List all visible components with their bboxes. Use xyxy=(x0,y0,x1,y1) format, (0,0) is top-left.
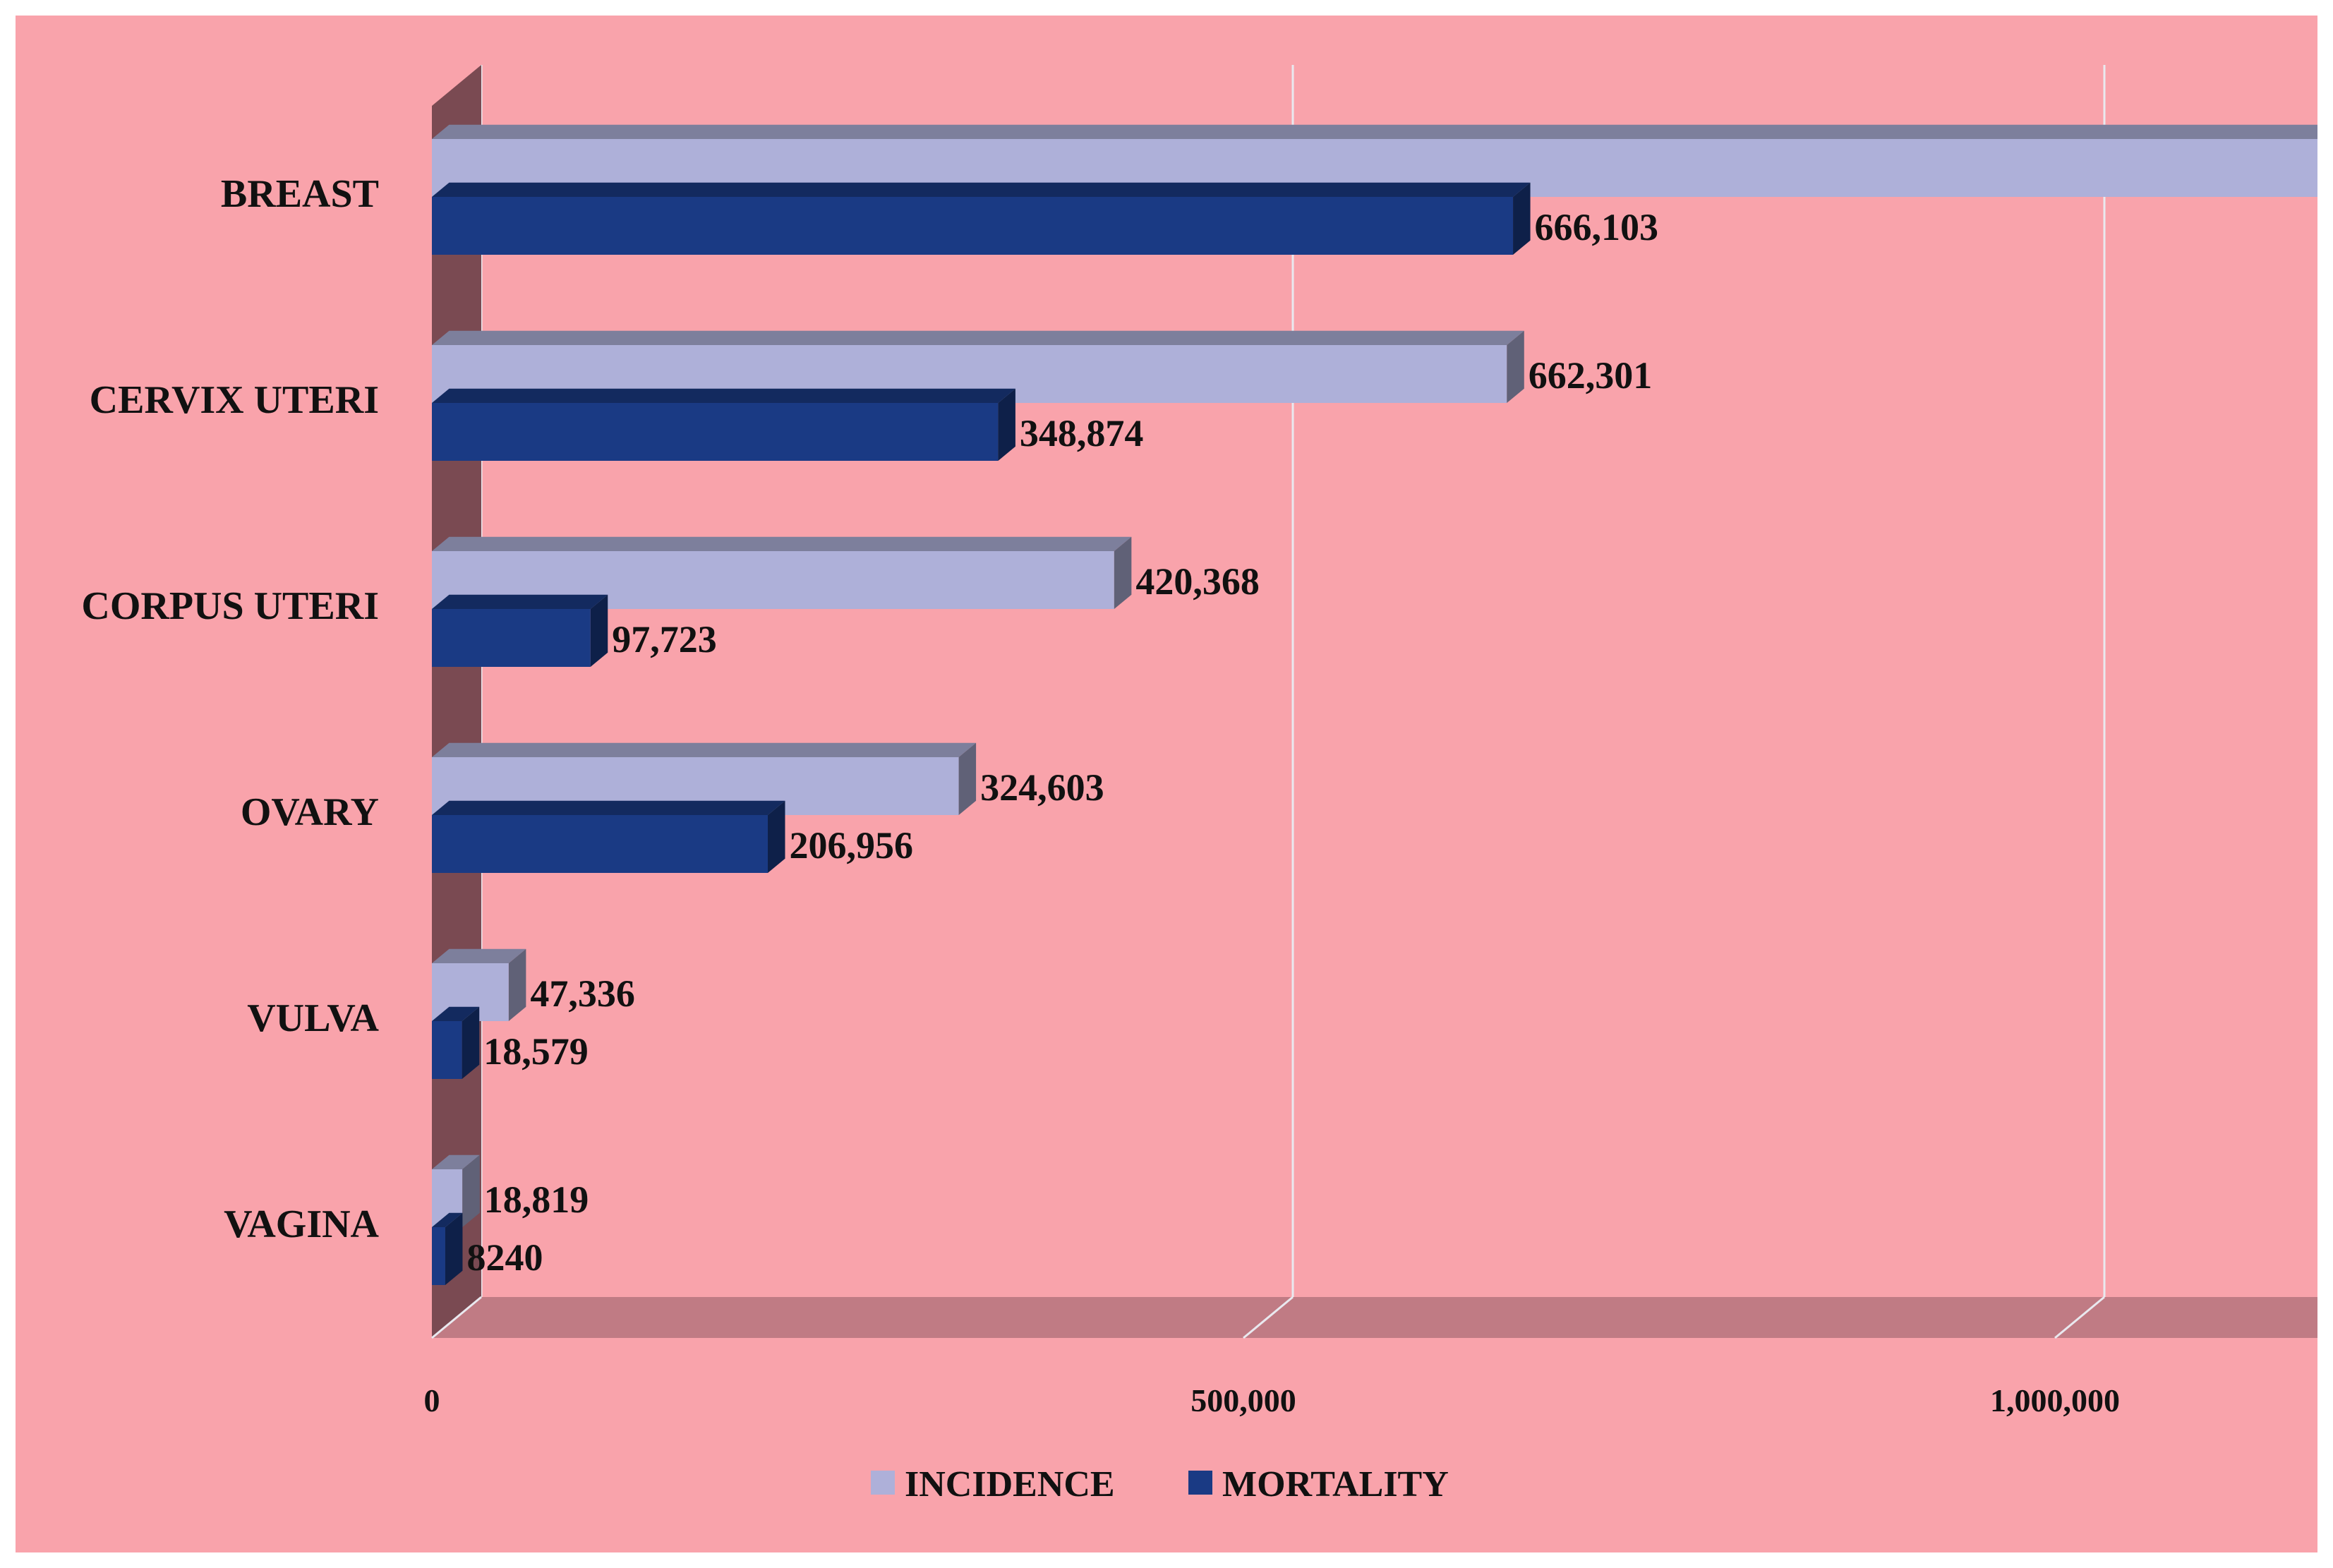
mortality-bar-cervix-uteri-top xyxy=(432,388,1015,403)
mortality-bar-breast-top xyxy=(432,182,1531,197)
incidence-value-label-vulva: 47,336 xyxy=(530,972,635,1015)
mortality-value-label-vagina: 8240 xyxy=(466,1236,543,1279)
incidence-bar-ovary-side xyxy=(958,742,977,815)
incidence-bar-corpus-uteri-side xyxy=(1114,536,1132,609)
incidence-bar-vulva-top xyxy=(432,948,526,963)
floor-gridline-1 xyxy=(1243,1296,1294,1339)
x-tick-label-0: 0 xyxy=(424,1382,440,1418)
mortality-value-label-ovary: 206,956 xyxy=(789,824,913,867)
category-label-cervix-uteri: CERVIX UTERI xyxy=(90,378,379,422)
incidence-value-label-cervix-uteri: 662,301 xyxy=(1529,354,1653,397)
floor xyxy=(432,1297,2317,1338)
mortality-bar-corpus-uteri-top xyxy=(432,594,608,609)
mortality-bar-ovary-side xyxy=(767,800,785,873)
mortality-bar-cervix-uteri xyxy=(432,403,999,461)
incidence-bar-vagina-top xyxy=(432,1154,480,1169)
floor-gridline-0 xyxy=(431,1296,482,1339)
legend-label-mortality: MORTALITY xyxy=(1222,1464,1449,1504)
incidence-bar-vulva-side xyxy=(508,948,526,1021)
mortality-bar-vagina-side xyxy=(445,1212,463,1285)
incidence-value-label-ovary: 324,603 xyxy=(980,766,1104,809)
incidence-bar-cervix-uteri-side xyxy=(1507,330,1524,403)
mortality-bar-corpus-uteri-side xyxy=(590,594,608,667)
mortality-bar-vulva-top xyxy=(432,1006,480,1021)
incidence-bar-ovary-top xyxy=(432,742,977,757)
mortality-bar-corpus-uteri xyxy=(432,609,591,667)
mortality-bar-vulva-side xyxy=(462,1006,480,1079)
mortality-value-label-breast: 666,103 xyxy=(1535,206,1659,248)
legend-swatch-incidence xyxy=(871,1471,895,1495)
mortality-value-label-cervix-uteri: 348,874 xyxy=(1020,412,1144,454)
incidence-bar-vagina-side xyxy=(462,1154,480,1227)
mortality-value-label-vulva: 18,579 xyxy=(483,1030,589,1073)
legend-swatch-mortality xyxy=(1188,1471,1212,1495)
mortality-bar-breast xyxy=(432,197,1514,255)
incidence-bar-corpus-uteri-top xyxy=(432,536,1132,551)
category-label-vagina: VAGINA xyxy=(224,1202,379,1246)
mortality-bar-ovary xyxy=(432,815,768,873)
legend-label-incidence: INCIDENCE xyxy=(905,1464,1115,1504)
side-wall xyxy=(432,65,481,1338)
mortality-bar-vagina-top xyxy=(432,1212,463,1227)
incidence-bar-breast-top xyxy=(432,124,2317,139)
incidence-bar-cervix-uteri-top xyxy=(432,330,1524,345)
category-label-ovary: OVARY xyxy=(241,790,379,834)
category-label-breast: BREAST xyxy=(221,172,379,216)
x-tick-label-1: 500,000 xyxy=(1190,1382,1296,1418)
category-label-corpus-uteri: CORPUS UTERI xyxy=(81,584,379,628)
category-label-vulva: VULVA xyxy=(247,996,379,1040)
x-tick-label-2: 1,000,000 xyxy=(1990,1382,2120,1418)
mortality-bar-cervix-uteri-side xyxy=(998,388,1015,461)
incidence-value-label-vagina: 18,819 xyxy=(484,1178,589,1221)
incidence-value-label-corpus-uteri: 420,368 xyxy=(1135,560,1260,603)
mortality-bar-vulva xyxy=(432,1021,462,1079)
mortality-bar-vagina xyxy=(432,1227,445,1285)
floor-gridline-2 xyxy=(2054,1296,2105,1339)
mortality-bar-breast-side xyxy=(1513,182,1531,255)
mortality-value-label-corpus-uteri: 97,723 xyxy=(612,618,717,661)
mortality-bar-ovary-top xyxy=(432,800,785,815)
